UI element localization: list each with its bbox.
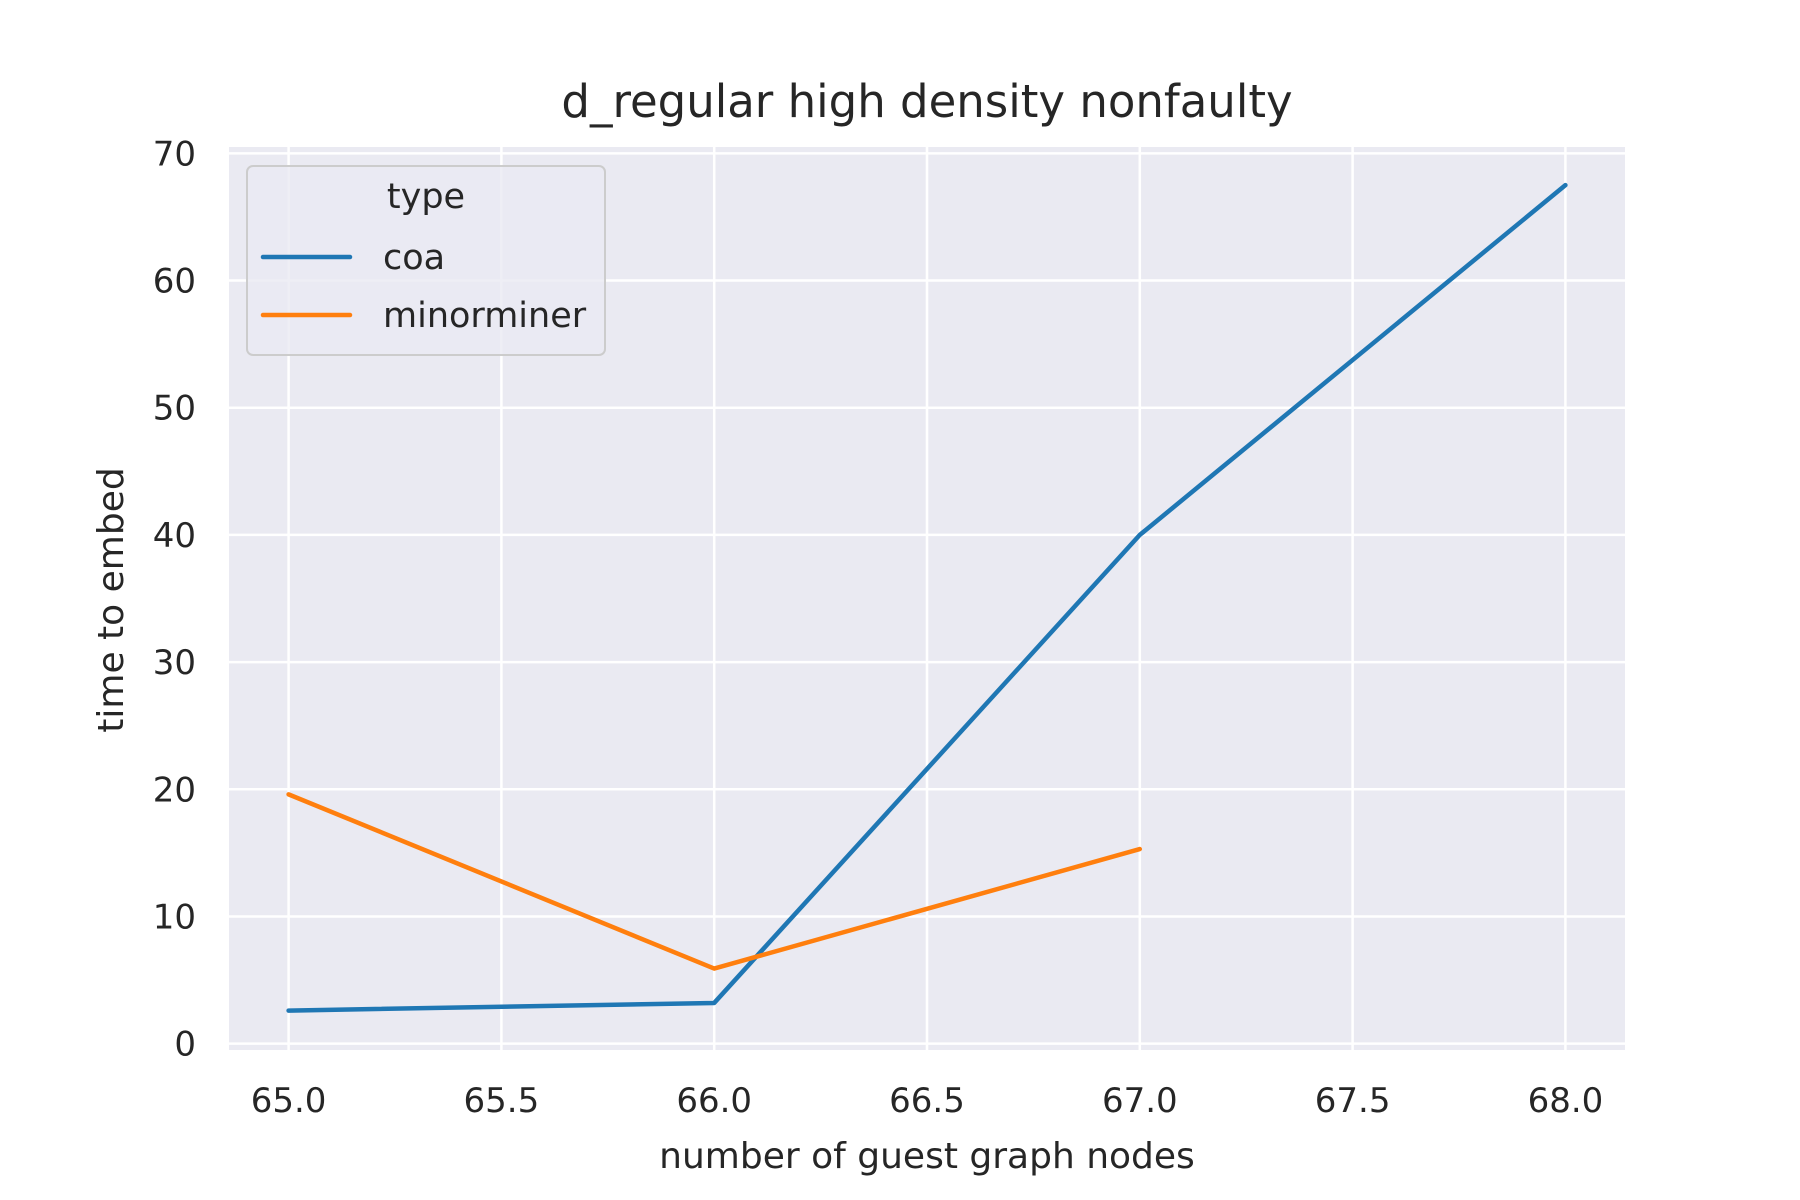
x-tick-labels: 65.0 65.5 66.0 66.5 67.0 67.5 68.0 (251, 1081, 1604, 1121)
x-tick-label: 65.5 (464, 1081, 540, 1121)
x-tick-label: 67.5 (1315, 1081, 1391, 1121)
x-tick-label: 67.0 (1102, 1081, 1178, 1121)
y-tick-label: 40 (153, 516, 196, 556)
y-tick-label: 20 (153, 770, 196, 810)
x-tick-label: 65.0 (251, 1081, 327, 1121)
x-axis-label: number of guest graph nodes (659, 1136, 1195, 1177)
y-tick-label: 10 (153, 897, 196, 937)
x-tick-label: 68.0 (1528, 1081, 1604, 1121)
legend-title: type (387, 177, 465, 217)
grid (229, 147, 1625, 1050)
y-tick-label: 0 (174, 1025, 196, 1065)
chart-title: d_regular high density nonfaulty (561, 75, 1292, 128)
y-tick-label: 60 (153, 262, 196, 302)
y-tick-label: 30 (153, 643, 196, 683)
y-tick-label: 70 (153, 134, 196, 174)
series-line-minorminer (286, 792, 1143, 971)
legend: type coa minorminer (246, 165, 606, 356)
series-layer (286, 182, 1568, 1013)
legend-frame (246, 165, 606, 356)
x-tick-label: 66.0 (676, 1081, 752, 1121)
series-line-coa (286, 182, 1568, 1013)
y-tick-labels: 0 10 20 30 40 50 60 70 (153, 134, 196, 1064)
y-axis-label: time to embed (91, 467, 132, 732)
legend-label-minorminer: minorminer (383, 296, 587, 336)
x-tick-label: 66.5 (889, 1081, 965, 1121)
y-tick-label: 50 (153, 389, 196, 429)
legend-label-coa: coa (383, 238, 445, 278)
